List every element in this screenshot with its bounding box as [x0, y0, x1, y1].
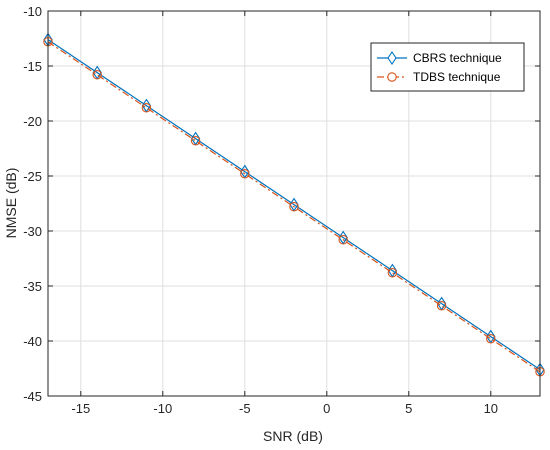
legend-label: CBRS technique: [413, 51, 502, 65]
data-point: [240, 169, 250, 179]
legend-box: [370, 42, 525, 92]
data-point: [387, 268, 398, 278]
axes: [47, 10, 541, 397]
x-tick-label: -15: [71, 401, 90, 416]
y-tick-label: -10: [23, 4, 42, 19]
legend-label: TDBS technique: [413, 70, 501, 84]
data-point: [289, 202, 299, 212]
y-axis-label: NMSE (dB): [3, 168, 19, 239]
y-tick-label: -25: [23, 169, 42, 184]
data-point: [141, 103, 152, 113]
y-tick-label: -15: [23, 59, 42, 74]
x-tick-label: 10: [484, 401, 498, 416]
data-point: [436, 301, 447, 311]
data-point: [190, 136, 201, 146]
y-tick-label: -30: [23, 224, 42, 239]
tick-labels: -15 -10 -5 0 5 10 -10 -15 -20 -25 -30 -35 -40 -45: [23, 4, 498, 416]
legend: CBRS technique TDBS technique: [370, 42, 525, 92]
x-tick-label: -10: [153, 401, 172, 416]
legend-item-1: CBRS technique: [377, 51, 502, 65]
data-point: [338, 235, 348, 245]
x-axis-label: SNR (dB): [263, 428, 323, 444]
y-tick-label: -35: [23, 279, 42, 294]
y-tick-label: -40: [23, 334, 42, 349]
series-line: [47, 39, 541, 371]
data-point: [92, 70, 102, 80]
series-layer: [43, 32, 545, 377]
data-point: [486, 334, 496, 344]
legend-item-2: TDBS technique: [377, 70, 501, 84]
axes-box: [47, 10, 541, 397]
x-tick-label: 5: [405, 401, 412, 416]
x-tick-label: -5: [239, 401, 251, 416]
y-tick-label: -20: [23, 114, 42, 129]
legend-marker: [387, 51, 397, 65]
y-tick-label: -45: [23, 389, 42, 404]
legend-marker: [387, 72, 397, 82]
x-tick-label: 0: [323, 401, 330, 416]
series-line: [47, 41, 541, 373]
